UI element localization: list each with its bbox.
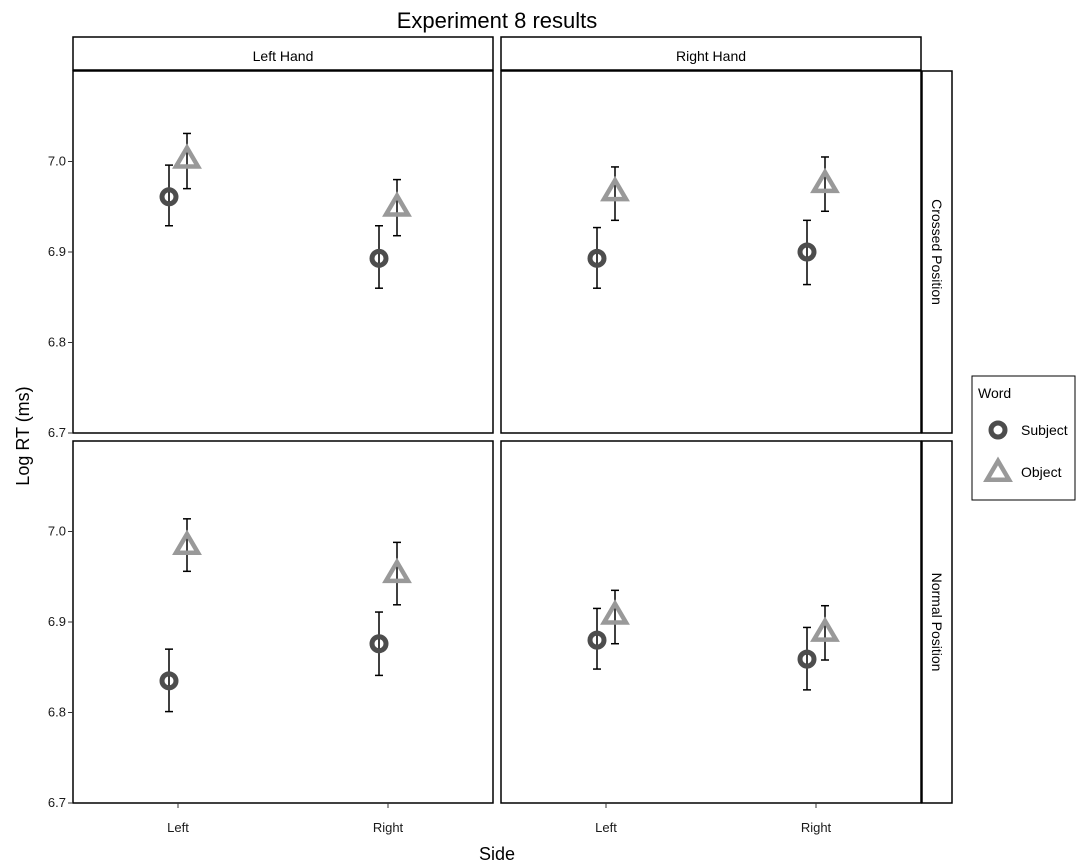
point-crossed-position-right-hand-object-right: [810, 167, 840, 194]
point-crossed-position-right-hand-subject-left: [587, 248, 607, 268]
legend-label-object: Object: [1021, 464, 1062, 480]
point-crossed-position-left-hand-subject-right: [369, 248, 389, 268]
point-normal-position-left-hand-subject-left: [159, 671, 179, 691]
y-axis-title: Log RT (ms): [13, 386, 33, 485]
x-tick-label-left-hand-right: Right: [373, 820, 404, 835]
x-tick-label-right-hand-right: Right: [801, 820, 832, 835]
point-normal-position-right-hand-subject-right: [797, 649, 817, 669]
panel-border-crossed-position-left-hand: [72, 70, 494, 434]
panel-normal-position-right-hand: [587, 589, 840, 691]
point-crossed-position-left-hand-object-left: [172, 143, 202, 169]
column-strip-left-hand: [72, 36, 494, 71]
point-normal-position-right-hand-object-right: [810, 616, 840, 642]
chart-title: Experiment 8 results: [397, 8, 598, 33]
point-normal-position-left-hand-object-right: [382, 557, 412, 584]
point-normal-position-left-hand-object-left: [172, 529, 202, 556]
legend-title: Word: [978, 385, 1011, 401]
y-tick-label-crossed-position-6-9: 6.9: [48, 244, 66, 259]
y-tick-label-normal-position-6-7: 6.7: [48, 795, 66, 810]
facet-panels: Left Hand Right Hand Crossed Position Norma…: [48, 36, 953, 835]
x-tick-label-left-hand-left: Left: [167, 820, 189, 835]
y-tick-label-normal-position-7-0: 7.0: [48, 524, 66, 539]
panel-border-normal-position-right-hand: [500, 440, 922, 804]
x-tick-label-right-hand-left: Left: [595, 820, 617, 835]
y-tick-label-crossed-position-6-8: 6.8: [48, 335, 66, 350]
y-tick-label-normal-position-6-9: 6.9: [48, 614, 66, 629]
panel-crossed-position-left-hand: [159, 132, 412, 289]
panel-border-crossed-position-right-hand: [500, 70, 922, 434]
point-crossed-position-left-hand-subject-left: [159, 187, 179, 207]
point-normal-position-left-hand-subject-right: [369, 634, 389, 654]
column-strip-right-hand: [500, 36, 922, 71]
panel-crossed-position-right-hand: [587, 156, 840, 289]
row-strip-crossed-position: [921, 70, 953, 434]
x-axis-title: Side: [479, 844, 515, 864]
point-normal-position-right-hand-subject-left: [587, 630, 607, 650]
legend: Word Subject Object: [971, 375, 1076, 501]
legend-marker-subject: [988, 420, 1008, 440]
point-crossed-position-right-hand-subject-right: [797, 242, 817, 262]
legend-label-subject: Subject: [1021, 422, 1068, 438]
legend-marker-object: [983, 456, 1013, 482]
y-tick-label-normal-position-6-8: 6.8: [48, 705, 66, 720]
row-strip-label-normal-position: Normal Position: [929, 573, 945, 672]
y-tick-label-crossed-position-7-0: 7.0: [48, 154, 66, 169]
y-tick-label-crossed-position-6-7: 6.7: [48, 425, 66, 440]
panel-normal-position-left-hand: [159, 518, 412, 713]
column-strip-label-left-hand: Left Hand: [253, 48, 314, 64]
row-strip-label-crossed-position: Crossed Position: [929, 199, 945, 305]
point-normal-position-right-hand-object-left: [600, 599, 630, 625]
row-strip-normal-position: [921, 440, 953, 804]
panel-border-normal-position-left-hand: [72, 440, 494, 804]
point-crossed-position-right-hand-object-left: [600, 175, 630, 202]
point-crossed-position-left-hand-object-right: [382, 191, 412, 217]
column-strip-label-right-hand: Right Hand: [676, 48, 746, 64]
